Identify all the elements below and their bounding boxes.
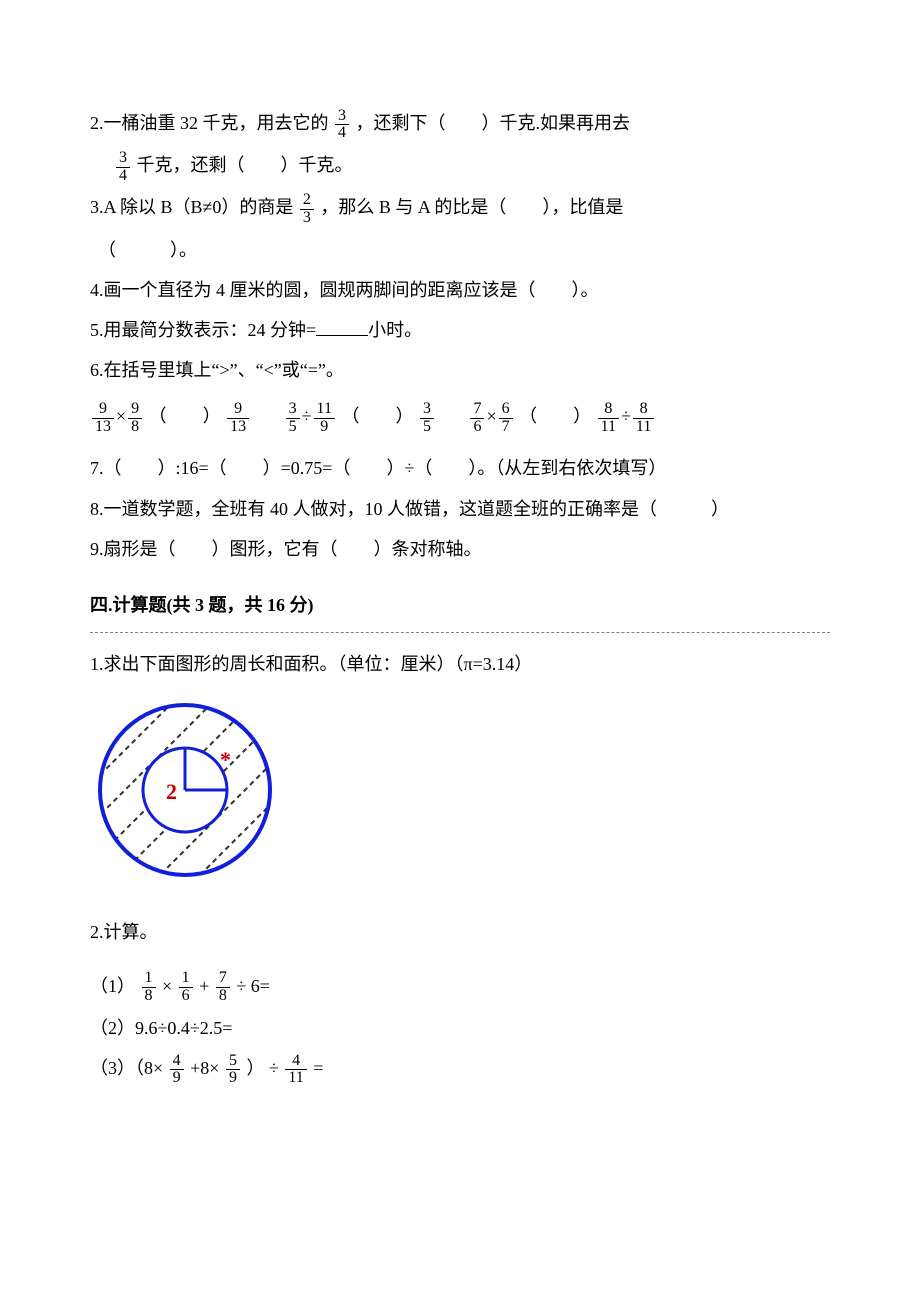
- frac: 811: [598, 401, 619, 436]
- frac: 78: [216, 970, 230, 1005]
- frac-num: 3: [335, 108, 349, 126]
- group-2: 35÷119 （ ） 35: [284, 399, 436, 435]
- question-3: 3.A 除以 B（B≠0）的商是 2 3 ，那么 B 与 A 的比是（ ），比值…: [90, 190, 830, 226]
- frac: 35: [420, 401, 434, 436]
- frac: 67: [499, 401, 513, 436]
- frac: 119: [314, 401, 335, 436]
- frac: 76: [470, 401, 484, 436]
- frac-den: 4: [335, 125, 349, 142]
- q3-mid: ，那么 B 与 A 的比是（ ），比值是: [320, 197, 623, 217]
- question-7: 7.（ ）:16=（ ）=0.75=（ ）÷（ ）。（从左到右依次填写）: [90, 451, 830, 485]
- frac: 18: [142, 970, 156, 1005]
- question-6: 6.在括号里填上“>”、“<”或“=”。: [90, 353, 830, 387]
- question-4: 4.画一个直径为 4 厘米的圆，圆规两脚间的距离应该是（ ）。: [90, 273, 830, 307]
- calc-q1: 1.求出下面图形的周长和面积。（单位：厘米）（π=3.14）: [90, 647, 830, 681]
- frac-den: 3: [300, 210, 314, 227]
- frac: 49: [170, 1053, 184, 1088]
- q3-tail-text: （ ）。: [98, 240, 197, 260]
- q3-prefix: 3.A 除以 B（B≠0）的商是: [90, 197, 293, 217]
- question-3-tail: （ ）。: [98, 233, 830, 267]
- section-dashed-line: [90, 632, 830, 633]
- q2-tail: 千克，还剩（ ）千克。: [137, 155, 353, 175]
- radius-label: 2: [166, 779, 177, 804]
- frac-num: 3: [116, 150, 130, 168]
- q3-fraction: 2 3: [300, 192, 314, 227]
- calc-q2: 2.计算。: [90, 915, 830, 949]
- frac: 98: [128, 401, 142, 436]
- frac-den: 4: [116, 168, 130, 185]
- star-mark: *: [220, 747, 231, 772]
- q2-fraction-2: 3 4: [116, 150, 130, 185]
- question-5: 5.用最简分数表示：24 分钟= 小时。: [90, 313, 830, 347]
- calc-line-3: （3）（8× 49 +8× 59 ） ÷ 411 =: [90, 1051, 830, 1087]
- frac-num: 2: [300, 192, 314, 210]
- comparison-row: 913×98 （ ） 913 35÷119 （ ） 35 76×67 （ ） 8…: [90, 399, 830, 435]
- q2-prefix: 2.一桶油重 32 千克，用去它的: [90, 113, 329, 133]
- group-1: 913×98 （ ） 913: [90, 399, 251, 435]
- question-2-line2: 3 4 千克，还剩（ ）千克。: [114, 148, 830, 184]
- question-8: 8.一道数学题，全班有 40 人做对，10 人做错，这道题全班的正确率是（ ）: [90, 492, 830, 526]
- section-4-title: 四.计算题(共 3 题，共 16 分): [90, 588, 830, 622]
- calc-line-2: （2）9.6÷0.4÷2.5=: [90, 1011, 830, 1045]
- frac: 59: [226, 1053, 240, 1088]
- calc-line-1: （1） 18 × 16 + 78 ÷ 6=: [90, 969, 830, 1005]
- frac: 913: [227, 401, 249, 436]
- annulus-svg: * 2: [90, 695, 280, 885]
- q5-a: 5.用最简分数表示：24 分钟=: [90, 320, 316, 340]
- q2-fraction-1: 3 4: [335, 108, 349, 143]
- frac: 811: [633, 401, 654, 436]
- group-3: 76×67 （ ） 811÷811: [468, 399, 656, 435]
- frac: 411: [285, 1053, 306, 1088]
- question-2: 2.一桶油重 32 千克，用去它的 3 4 ，还剩下（ ）千克.如果再用去: [90, 106, 830, 142]
- frac: 913: [92, 401, 114, 436]
- frac: 35: [286, 401, 300, 436]
- frac: 16: [179, 970, 193, 1005]
- q2-mid: ，还剩下（ ）千克.如果再用去: [356, 113, 631, 133]
- annulus-figure: * 2: [90, 695, 830, 896]
- question-9: 9.扇形是（ ）图形，它有（ ）条对称轴。: [90, 532, 830, 566]
- q5-b: 小时。: [368, 320, 422, 340]
- blank-minutes[interactable]: [316, 317, 368, 336]
